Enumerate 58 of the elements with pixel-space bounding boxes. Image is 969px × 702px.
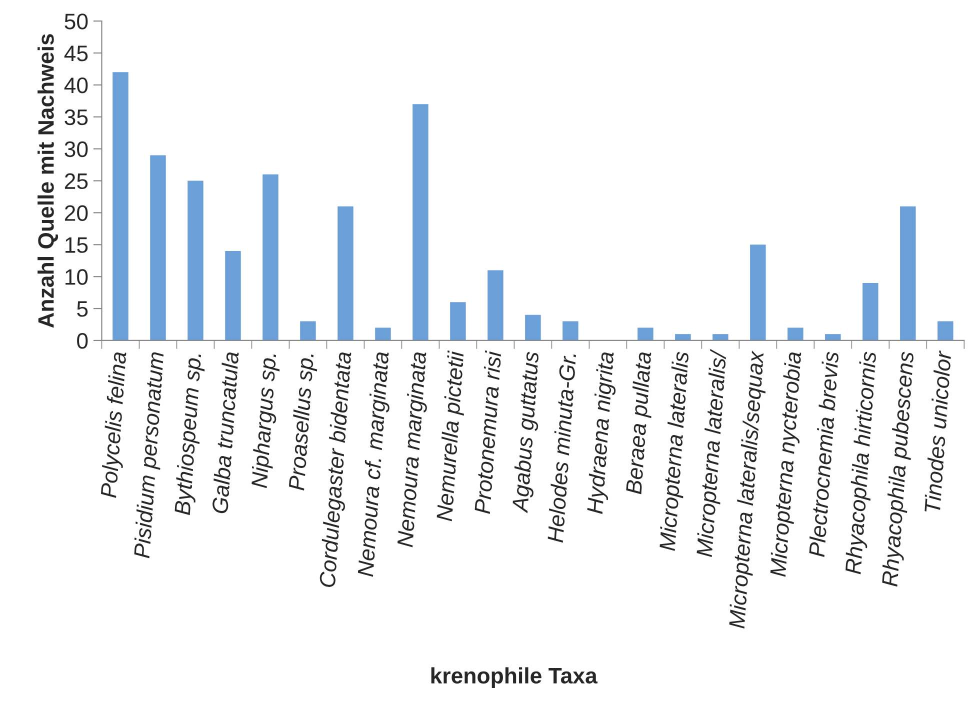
bar bbox=[262, 174, 278, 340]
bar bbox=[488, 270, 504, 340]
bar bbox=[788, 328, 804, 340]
x-tick-label: Hydraena nigrita bbox=[586, 352, 618, 514]
bar bbox=[675, 334, 691, 340]
x-tick-label: Nemoura cf. marginata bbox=[356, 352, 394, 578]
x-tick-label: Plectrocnemia brevis bbox=[808, 351, 839, 558]
bar bbox=[638, 328, 654, 340]
y-tick-label: 10 bbox=[66, 269, 88, 285]
y-tick-label: 25 bbox=[64, 173, 88, 190]
x-tick-label: Micropterna nycterobia bbox=[769, 352, 806, 578]
y-tick-label: 15 bbox=[66, 237, 88, 253]
x-tick-label: Nemoura marginata bbox=[396, 352, 431, 548]
x-tick-label: Agabus guttatus bbox=[511, 351, 544, 514]
bar bbox=[150, 155, 166, 340]
bar bbox=[450, 302, 466, 340]
y-axis-title: Anzahl Quelle mit Nachweis bbox=[38, 34, 58, 328]
x-tick-label: Pisidium personatum bbox=[133, 352, 168, 559]
x-tick-label: Niphargus sp. bbox=[250, 354, 281, 488]
y-tick-label: 35 bbox=[64, 109, 88, 126]
y-tick-label: 40 bbox=[64, 77, 88, 94]
x-tick-label: Tinodes unicolor bbox=[924, 350, 952, 512]
bar bbox=[938, 321, 954, 340]
y-tick-label: 45 bbox=[64, 46, 88, 62]
x-tick-label: Proasellus sp. bbox=[288, 354, 318, 491]
x-tick-label: Micropterna lateralis bbox=[658, 351, 694, 552]
x-tick-label: Rhyacophila hirticornis bbox=[844, 351, 881, 575]
x-tick-label: Bythiospeum sp. bbox=[174, 354, 206, 516]
x-tick-label: Cordulegaster bidentata bbox=[318, 352, 356, 588]
x-tick-label: Beraea pullata bbox=[625, 352, 656, 495]
x-tick-label: Galba truncatula bbox=[211, 352, 239, 514]
y-tick-label: 30 bbox=[64, 141, 88, 158]
y-tick-label: 0 bbox=[77, 333, 88, 349]
bar bbox=[712, 334, 728, 340]
bar bbox=[412, 104, 428, 340]
bar bbox=[862, 282, 878, 340]
bar bbox=[750, 244, 766, 340]
x-tick-label: Helodes minuta-Gr. bbox=[546, 354, 576, 543]
bar bbox=[225, 251, 241, 340]
bar bbox=[375, 328, 391, 340]
x-tick-label: Rhyacophila pubescens bbox=[881, 351, 918, 587]
bar bbox=[825, 334, 841, 340]
bar bbox=[900, 206, 916, 340]
bar bbox=[338, 206, 354, 340]
y-tick-label: 20 bbox=[64, 205, 88, 221]
x-tick-label: Micropterna lateralis/ bbox=[696, 348, 731, 558]
x-tick-label: Micropterna lateralis/sequax bbox=[728, 350, 768, 629]
bar bbox=[300, 321, 316, 340]
x-tick-label: Protonemura risi bbox=[474, 350, 502, 514]
y-tick-label: 5 bbox=[77, 301, 88, 317]
x-tick-label: Polycelis felina bbox=[100, 352, 131, 498]
x-tick-label: Nemurella pictetii bbox=[436, 350, 468, 522]
bar bbox=[562, 321, 578, 340]
y-tick-label: 50 bbox=[64, 14, 88, 30]
bar bbox=[188, 180, 204, 340]
bar bbox=[112, 72, 128, 340]
x-axis-title: krenophile Taxa bbox=[431, 667, 598, 688]
bar bbox=[525, 314, 541, 340]
